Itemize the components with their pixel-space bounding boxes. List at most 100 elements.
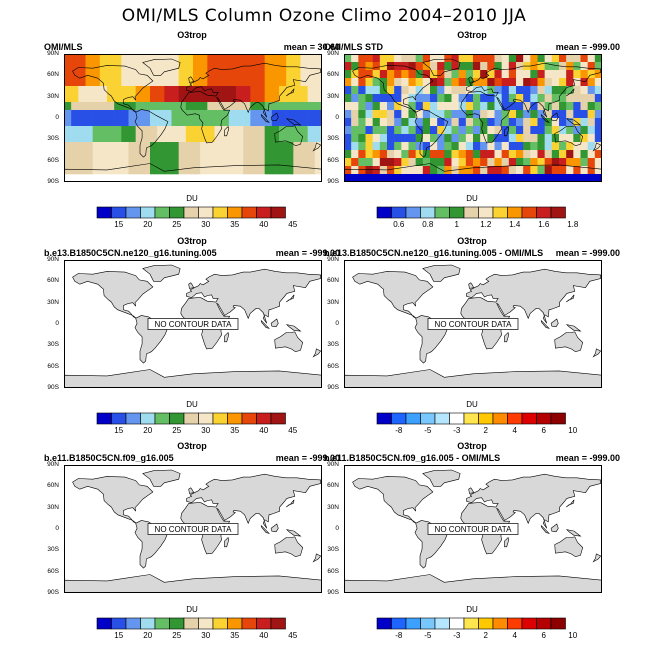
field-cell — [107, 62, 115, 71]
field-cell — [387, 174, 395, 182]
field-cell — [314, 166, 322, 175]
field-cell — [271, 150, 280, 159]
field-cell — [387, 166, 395, 175]
field-cell — [150, 158, 158, 167]
lat-tick-label: 30N — [327, 298, 339, 306]
field-cell — [566, 126, 574, 135]
field-cell — [437, 142, 445, 151]
field-cell — [487, 78, 495, 87]
field-cell — [92, 70, 101, 79]
field-cell — [142, 102, 151, 111]
colorbar-box — [270, 206, 286, 219]
field-cell — [142, 126, 151, 135]
field-cell — [142, 78, 151, 87]
field-cell — [92, 110, 101, 119]
field-cell — [501, 118, 510, 127]
field-cell — [537, 158, 545, 167]
coast-uk — [188, 76, 195, 83]
field-cell — [530, 62, 538, 71]
colorbar-tick-label: -8 — [395, 631, 403, 640]
field-cell — [214, 150, 222, 159]
field-cell — [508, 118, 517, 127]
field-cell — [458, 110, 467, 119]
field-cell — [142, 134, 151, 143]
colorbar-tick-label: 25 — [172, 220, 182, 229]
colorbar-box — [140, 617, 156, 630]
field-cell — [473, 150, 481, 159]
field-cell — [358, 110, 366, 119]
field-cell — [580, 142, 588, 151]
field-cell — [365, 134, 373, 143]
field-cell — [114, 102, 122, 111]
field-cell — [314, 62, 322, 71]
field-cell — [271, 158, 280, 167]
field-cell — [135, 86, 144, 95]
field-cell — [264, 86, 273, 95]
map-panel-4: O3trop b.e13.B1850C5CN.ne120_g16.tuning.0… — [322, 236, 622, 441]
field-cell — [128, 134, 136, 143]
field-cell — [250, 158, 258, 167]
field-cell — [171, 110, 179, 119]
field-cell — [157, 70, 165, 79]
field-cell — [587, 78, 596, 87]
field-cell — [286, 118, 294, 127]
field-cell — [271, 142, 280, 151]
colorbar-tick-label: 1.2 — [480, 220, 492, 229]
field-cell — [594, 126, 602, 135]
field-cell — [300, 134, 308, 143]
field-cell — [293, 86, 301, 95]
field-cell — [264, 94, 273, 103]
field-cell — [92, 118, 101, 127]
field-cell — [408, 134, 416, 143]
field-cell — [544, 150, 553, 159]
field-cell — [228, 86, 237, 95]
field-cell — [480, 62, 488, 71]
colorbar-tick-label: 20 — [143, 220, 153, 229]
field-cell — [444, 110, 452, 119]
field-cell — [444, 158, 452, 167]
field-cell — [451, 94, 459, 103]
field-cell — [314, 94, 322, 103]
field-cell — [487, 150, 495, 159]
field-cell — [228, 126, 237, 135]
field-cell — [508, 70, 517, 79]
field-cell — [573, 134, 581, 143]
field-cell — [114, 110, 122, 119]
field-cell — [300, 78, 308, 87]
field-cell — [243, 150, 251, 159]
field-cell — [523, 126, 531, 135]
field-cell — [214, 62, 222, 71]
field-cell — [523, 110, 531, 119]
field-cell — [444, 150, 452, 159]
field-cell — [250, 70, 258, 79]
field-cell — [458, 62, 467, 71]
field-cell — [64, 110, 72, 119]
colorbar-tick-label: 45 — [288, 631, 298, 640]
field-cell — [228, 62, 237, 71]
field-cell — [594, 118, 602, 127]
field-cell — [64, 134, 72, 143]
field-cell — [221, 142, 230, 151]
coast-borneo — [270, 318, 279, 328]
coast-greenland — [142, 58, 181, 76]
field-cell — [121, 54, 129, 63]
field-cell — [99, 150, 108, 159]
field-cell — [214, 70, 222, 79]
field-cell — [473, 126, 481, 135]
field-cell — [193, 70, 201, 79]
lat-tick-label: 90S — [47, 589, 59, 596]
field-cell — [487, 54, 495, 63]
field-cell — [71, 62, 79, 71]
field-cell — [135, 102, 144, 111]
coast-japan — [286, 294, 295, 303]
field-cell — [128, 94, 136, 103]
field-cell — [178, 118, 187, 127]
field-cell — [444, 102, 452, 111]
field-cell — [314, 150, 322, 159]
field-cell — [508, 150, 517, 159]
field-cell — [408, 142, 416, 151]
field-cell — [150, 94, 158, 103]
field-cell — [157, 86, 165, 95]
field-cell — [214, 78, 222, 87]
colorbar-tick-label: 2 — [483, 631, 488, 640]
